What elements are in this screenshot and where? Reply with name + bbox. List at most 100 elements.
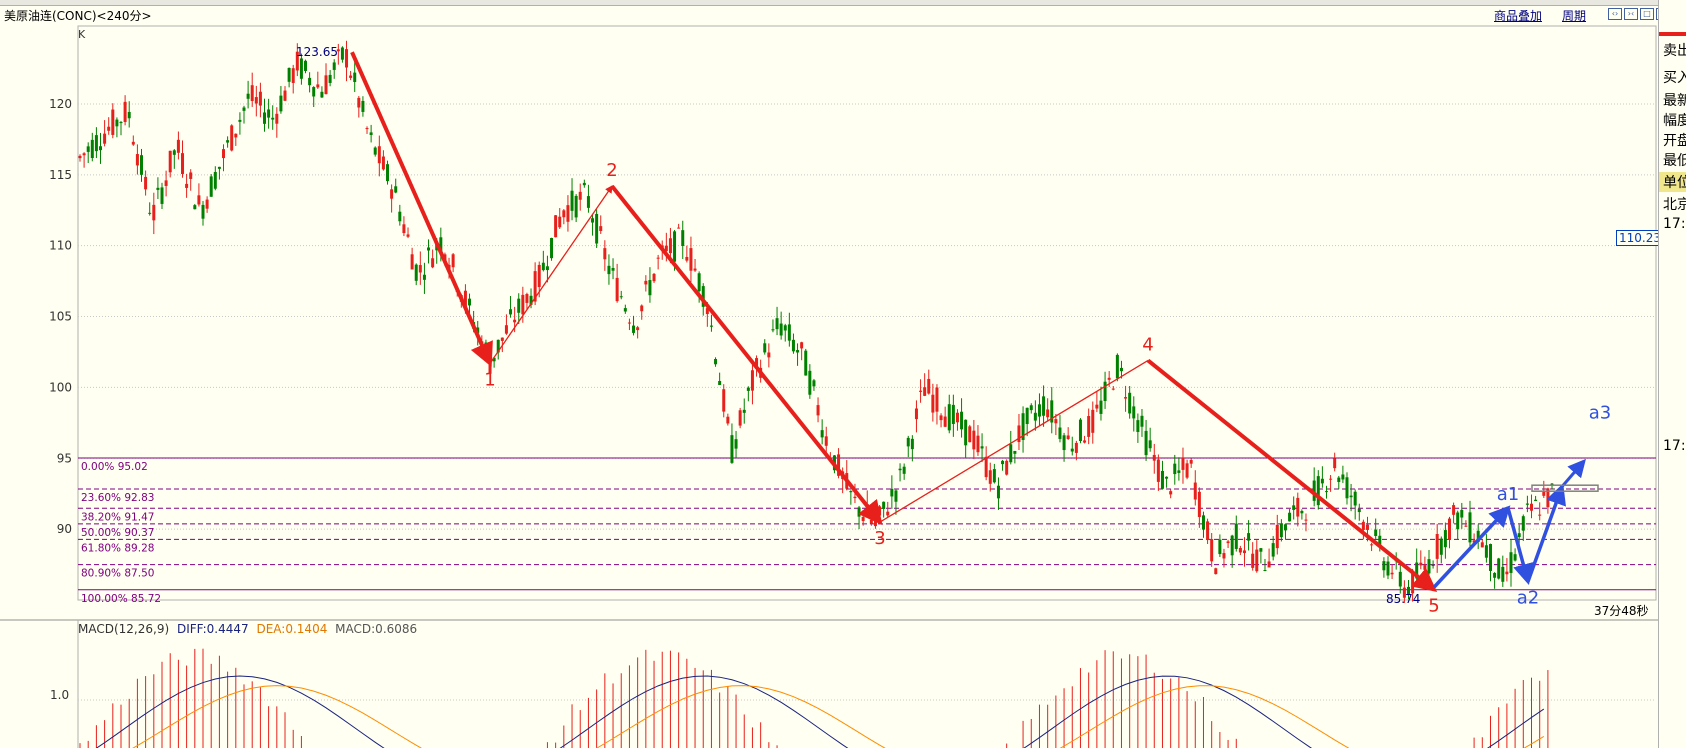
candle-body <box>566 205 570 222</box>
candle-body <box>1046 409 1050 418</box>
candle-body <box>837 454 841 476</box>
wave-label: 2 <box>606 160 617 181</box>
candle-body <box>558 216 562 228</box>
candle-body <box>144 176 148 190</box>
candle-body <box>414 264 418 281</box>
change-label: 幅度 <box>1663 113 1686 129</box>
candle-body <box>238 119 242 122</box>
candle-body <box>964 419 968 446</box>
latest-label: 最新 <box>1663 93 1686 109</box>
candle-body <box>886 511 890 516</box>
candle-body <box>230 125 234 151</box>
wave-segment <box>610 184 883 526</box>
candle-body <box>1521 516 1525 531</box>
candle-body <box>1378 535 1382 547</box>
candle-body <box>308 77 312 86</box>
wave-segment <box>1146 358 1438 593</box>
candle-body <box>402 224 406 234</box>
overlay-link[interactable]: 商品叠加 <box>1494 9 1543 23</box>
time-label-2: 17: <box>1663 438 1686 454</box>
candle-body <box>115 119 119 127</box>
candle-body <box>582 182 586 186</box>
candle-body <box>693 268 697 271</box>
candle-body <box>463 290 467 307</box>
period-link[interactable]: 周期 <box>1562 9 1587 23</box>
candle-body <box>1025 407 1029 425</box>
candle-body <box>656 257 660 259</box>
macd-dea-line <box>132 685 1545 748</box>
wave-segment <box>879 359 1149 523</box>
candle-body <box>1271 543 1275 557</box>
candle-body <box>439 237 443 252</box>
candle-body <box>1005 460 1009 475</box>
y-tick-label: 120 <box>49 97 72 111</box>
candle-body <box>1132 406 1136 419</box>
candle-body <box>267 109 271 118</box>
candle-body <box>488 362 492 374</box>
candle-body <box>1206 521 1210 541</box>
zoom-out-icon[interactable]: ‹› <box>1608 8 1622 20</box>
candle-body <box>258 91 262 106</box>
candle-body <box>578 191 582 200</box>
candle-body <box>623 308 627 312</box>
candle-body <box>504 325 508 334</box>
candle-body <box>336 49 340 52</box>
restore-icon[interactable]: □ <box>1640 8 1654 20</box>
candle-body <box>217 166 221 169</box>
candle-body <box>394 186 398 193</box>
candle-body <box>1443 530 1447 548</box>
candle-body <box>750 370 754 391</box>
candle-body <box>996 485 1000 499</box>
candle-body <box>131 141 135 145</box>
candle-body <box>509 309 513 315</box>
candle-body <box>943 416 947 427</box>
candle-body <box>1037 404 1041 417</box>
candle-body <box>193 205 197 210</box>
candle-body <box>525 294 529 303</box>
candle-body <box>422 274 426 280</box>
candle-body <box>1013 450 1017 454</box>
candle-body <box>1538 514 1542 516</box>
candle-body <box>1374 529 1378 536</box>
candle-body <box>906 437 910 447</box>
candle-body <box>955 412 959 423</box>
candle-body <box>808 370 812 395</box>
candle-body <box>357 97 361 108</box>
candle-body <box>213 171 217 189</box>
zoom-in-icon[interactable]: ›‹ <box>1624 8 1638 20</box>
candle-body <box>1185 463 1189 478</box>
candle-body <box>312 87 316 97</box>
candle-body <box>681 230 685 246</box>
candle-body <box>697 273 701 292</box>
candle-body <box>332 62 336 70</box>
candle-body <box>562 210 566 218</box>
candle-body <box>1386 561 1390 576</box>
candle-body <box>119 122 123 124</box>
wave-segment <box>489 185 613 364</box>
candle-body <box>1091 409 1095 433</box>
candle-body <box>861 517 865 522</box>
candle-body <box>738 410 742 426</box>
candle-body <box>1353 491 1357 506</box>
candle-body <box>533 271 537 302</box>
y-tick-label: 105 <box>49 310 72 324</box>
candle-body <box>295 51 299 71</box>
macd-dea: DEA:0.1404 <box>256 622 328 636</box>
candle-body <box>960 411 964 430</box>
candle-body <box>1320 478 1324 484</box>
candle-body <box>992 469 996 483</box>
candle-body <box>902 466 906 474</box>
candle-body <box>947 404 951 431</box>
candle-body <box>1316 476 1320 506</box>
candle-body <box>615 277 619 302</box>
candle-body <box>222 149 226 159</box>
candle-body <box>763 343 767 353</box>
candle-body <box>320 91 324 98</box>
candle-body <box>94 135 98 152</box>
candle-body <box>988 470 992 484</box>
candle-body <box>103 133 107 144</box>
candle-body <box>496 339 500 353</box>
candle-body <box>1210 539 1214 562</box>
candle-body <box>951 404 955 424</box>
